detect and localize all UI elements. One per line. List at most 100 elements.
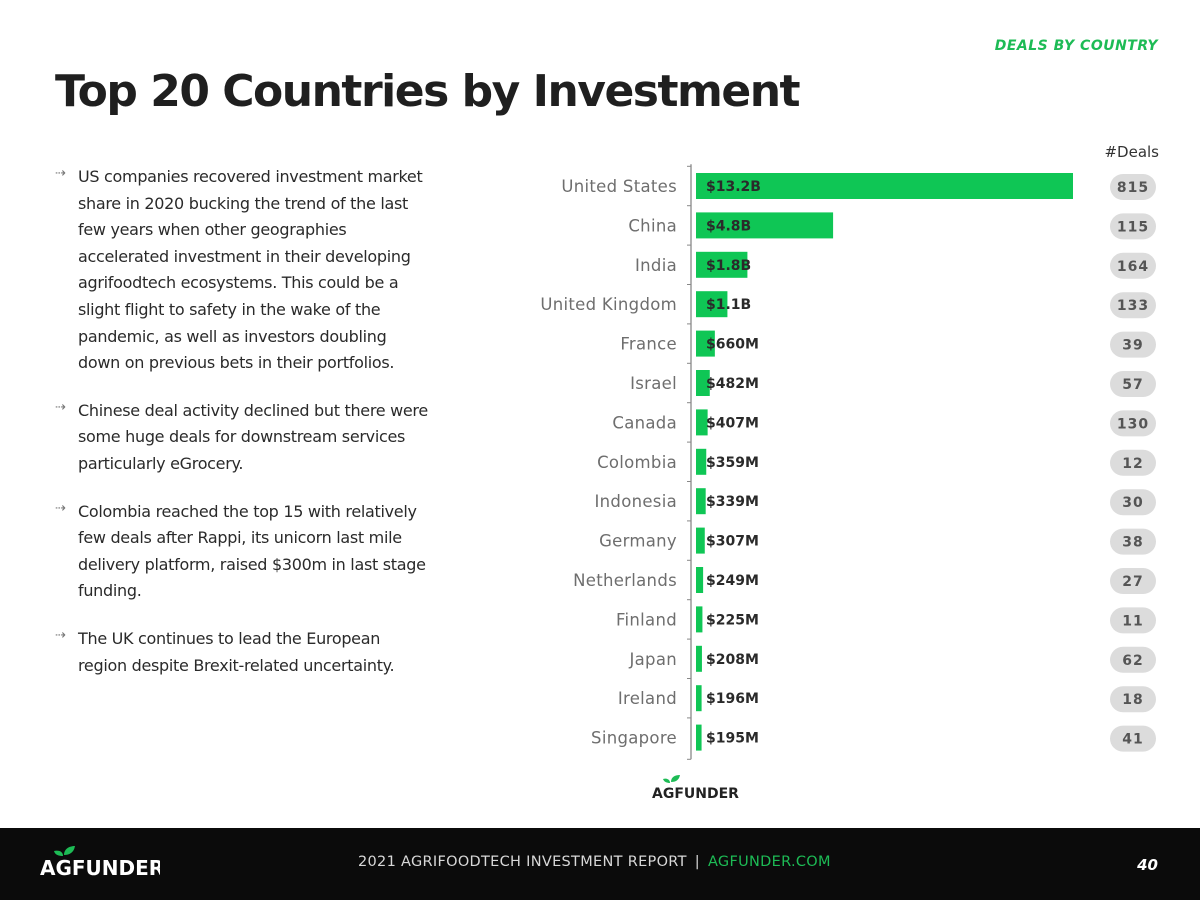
bar bbox=[696, 645, 702, 672]
leaf-icon bbox=[663, 778, 670, 783]
report-title: 2021 AGRIFOODTECH INVESTMENT REPORT bbox=[358, 854, 687, 870]
page-number: 40 bbox=[1137, 856, 1158, 874]
bullet-text: The UK continues to lead the European re… bbox=[78, 628, 395, 675]
deal-count: 30 bbox=[1122, 495, 1143, 511]
footer-logo-text: AGFUNDER bbox=[40, 856, 160, 880]
bar bbox=[696, 370, 710, 396]
bar-chart: United States $13.2B 815 China $4.8B 115 India… bbox=[540, 164, 1156, 760]
category-label: China bbox=[628, 216, 677, 235]
deal-count-badge bbox=[1110, 252, 1156, 279]
agfunder-chart-logo: AGFUNDER bbox=[652, 775, 739, 802]
value-label: $1.1B bbox=[706, 297, 751, 313]
dotted-arrow-icon: ⇢ bbox=[55, 398, 66, 414]
value-label: $307M bbox=[706, 534, 759, 550]
section-tag: DEALS BY COUNTRY bbox=[994, 38, 1158, 54]
value-label: $660M bbox=[706, 337, 759, 353]
bullet-list: ⇢ US companies recovered investment mark… bbox=[55, 164, 430, 700]
chart-logo-text: AGFUNDER bbox=[652, 786, 739, 802]
footer-text: 2021 AGRIFOODTECH INVESTMENT REPORT | AGFU… bbox=[358, 854, 831, 870]
footer: AGFUNDER 2021 AGRIFOODTECH INVESTMENT RE… bbox=[0, 828, 1200, 900]
deal-count: 27 bbox=[1122, 574, 1143, 590]
deal-count: 41 bbox=[1122, 732, 1143, 748]
category-label: United Kingdom bbox=[540, 295, 677, 314]
value-label: $13.2B bbox=[706, 179, 761, 195]
leaf-icon bbox=[54, 850, 63, 856]
deal-count-badge bbox=[1110, 292, 1156, 319]
deal-count-badge bbox=[1110, 528, 1156, 555]
value-label: $407M bbox=[706, 415, 759, 431]
page-title: Top 20 Countries by Investment bbox=[55, 66, 801, 117]
value-label: $4.8B bbox=[706, 218, 751, 234]
value-label: $339M bbox=[706, 494, 759, 510]
value-label: $195M bbox=[706, 731, 759, 747]
deal-count-badge bbox=[1110, 646, 1156, 673]
bullet-item: ⇢ Colombia reached the top 15 with relat… bbox=[55, 499, 430, 605]
bullet-item: ⇢ US companies recovered investment mark… bbox=[55, 164, 430, 377]
deal-count: 57 bbox=[1122, 377, 1143, 393]
deal-count: 62 bbox=[1122, 653, 1143, 669]
footer-separator: | bbox=[694, 854, 700, 870]
deal-count-badge bbox=[1110, 686, 1156, 713]
category-label: Finland bbox=[616, 610, 677, 629]
leaf-icon bbox=[64, 846, 75, 855]
category-label: Israel bbox=[630, 374, 677, 393]
category-label: Canada bbox=[612, 413, 677, 432]
bar bbox=[696, 330, 715, 357]
bar bbox=[696, 606, 703, 633]
deal-count: 12 bbox=[1122, 456, 1143, 472]
value-label: $1.8B bbox=[706, 258, 751, 274]
bullet-text: Colombia reached the top 15 with relativ… bbox=[78, 501, 426, 601]
category-label: Colombia bbox=[597, 453, 677, 472]
agfunder-logo[interactable]: AGFUNDER bbox=[40, 845, 160, 885]
deals-header: #Deals bbox=[1104, 143, 1159, 161]
deal-count: 39 bbox=[1122, 338, 1143, 354]
deal-count: 115 bbox=[1117, 219, 1149, 235]
category-label: Singapore bbox=[591, 729, 677, 748]
deal-count-badge bbox=[1110, 568, 1156, 594]
bar bbox=[696, 488, 706, 515]
category-label: United States bbox=[561, 177, 677, 196]
bar bbox=[696, 724, 702, 751]
bar bbox=[696, 212, 834, 239]
bar bbox=[696, 409, 708, 436]
category-label: Germany bbox=[599, 532, 677, 551]
deal-count-badge bbox=[1110, 449, 1156, 476]
bullet-item: ⇢ Chinese deal activity declined but the… bbox=[55, 398, 430, 478]
deal-count: 133 bbox=[1117, 298, 1149, 314]
deal-count-badge bbox=[1110, 489, 1156, 516]
deal-count-badge bbox=[1110, 607, 1156, 634]
dotted-arrow-icon: ⇢ bbox=[55, 165, 66, 180]
value-label: $359M bbox=[706, 455, 759, 471]
deal-count: 11 bbox=[1122, 613, 1143, 629]
dotted-arrow-icon: ⇢ bbox=[55, 499, 66, 515]
bar bbox=[696, 527, 705, 554]
deal-count-badge bbox=[1110, 371, 1156, 397]
value-label: $482M bbox=[706, 376, 759, 392]
website-link[interactable]: AGFUNDER.COM bbox=[707, 854, 831, 870]
bullet-text: Chinese deal activity declined but there… bbox=[78, 400, 428, 473]
bar bbox=[696, 448, 707, 475]
category-label: Indonesia bbox=[595, 492, 678, 511]
bar bbox=[696, 251, 748, 278]
bar bbox=[696, 291, 728, 318]
dotted-arrow-icon: ⇢ bbox=[55, 626, 66, 642]
bullet-text: US companies recovered investment market… bbox=[78, 167, 423, 373]
bullet-item: ⇢ The UK continues to lead the European … bbox=[55, 626, 430, 679]
value-label: $208M bbox=[706, 652, 759, 668]
deal-count-badge bbox=[1110, 331, 1156, 358]
category-label: Netherlands bbox=[573, 571, 677, 590]
deal-count: 18 bbox=[1122, 692, 1143, 708]
deal-count-badge bbox=[1110, 725, 1156, 752]
bar bbox=[696, 567, 704, 593]
deal-count: 164 bbox=[1117, 259, 1149, 275]
bar bbox=[696, 173, 1073, 199]
deal-count: 38 bbox=[1122, 535, 1143, 551]
deal-count-badge bbox=[1110, 410, 1156, 437]
category-label: Ireland bbox=[618, 689, 677, 708]
deal-count-badge bbox=[1110, 213, 1156, 240]
value-label: $225M bbox=[706, 612, 759, 628]
bar bbox=[696, 685, 702, 712]
deal-count: 815 bbox=[1117, 180, 1149, 196]
value-label: $196M bbox=[706, 691, 759, 707]
value-label: $249M bbox=[706, 573, 759, 589]
